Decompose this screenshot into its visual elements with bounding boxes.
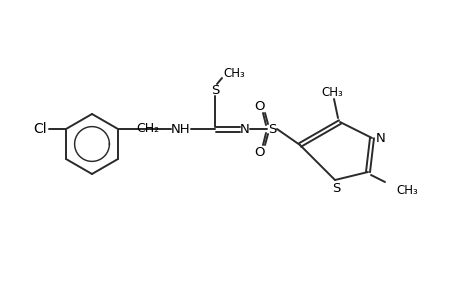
- Text: NH: NH: [171, 122, 190, 136]
- Text: O: O: [254, 100, 265, 112]
- Text: S: S: [210, 83, 218, 97]
- Text: O: O: [254, 146, 265, 158]
- Text: CH₂: CH₂: [136, 122, 159, 134]
- Text: CH₃: CH₃: [223, 67, 244, 80]
- Text: CH₃: CH₃: [320, 85, 342, 98]
- Text: N: N: [240, 122, 249, 136]
- Text: N: N: [375, 131, 385, 145]
- Text: S: S: [331, 182, 340, 194]
- Text: CH₃: CH₃: [395, 184, 417, 197]
- Text: Cl: Cl: [33, 122, 47, 136]
- Text: S: S: [267, 122, 275, 136]
